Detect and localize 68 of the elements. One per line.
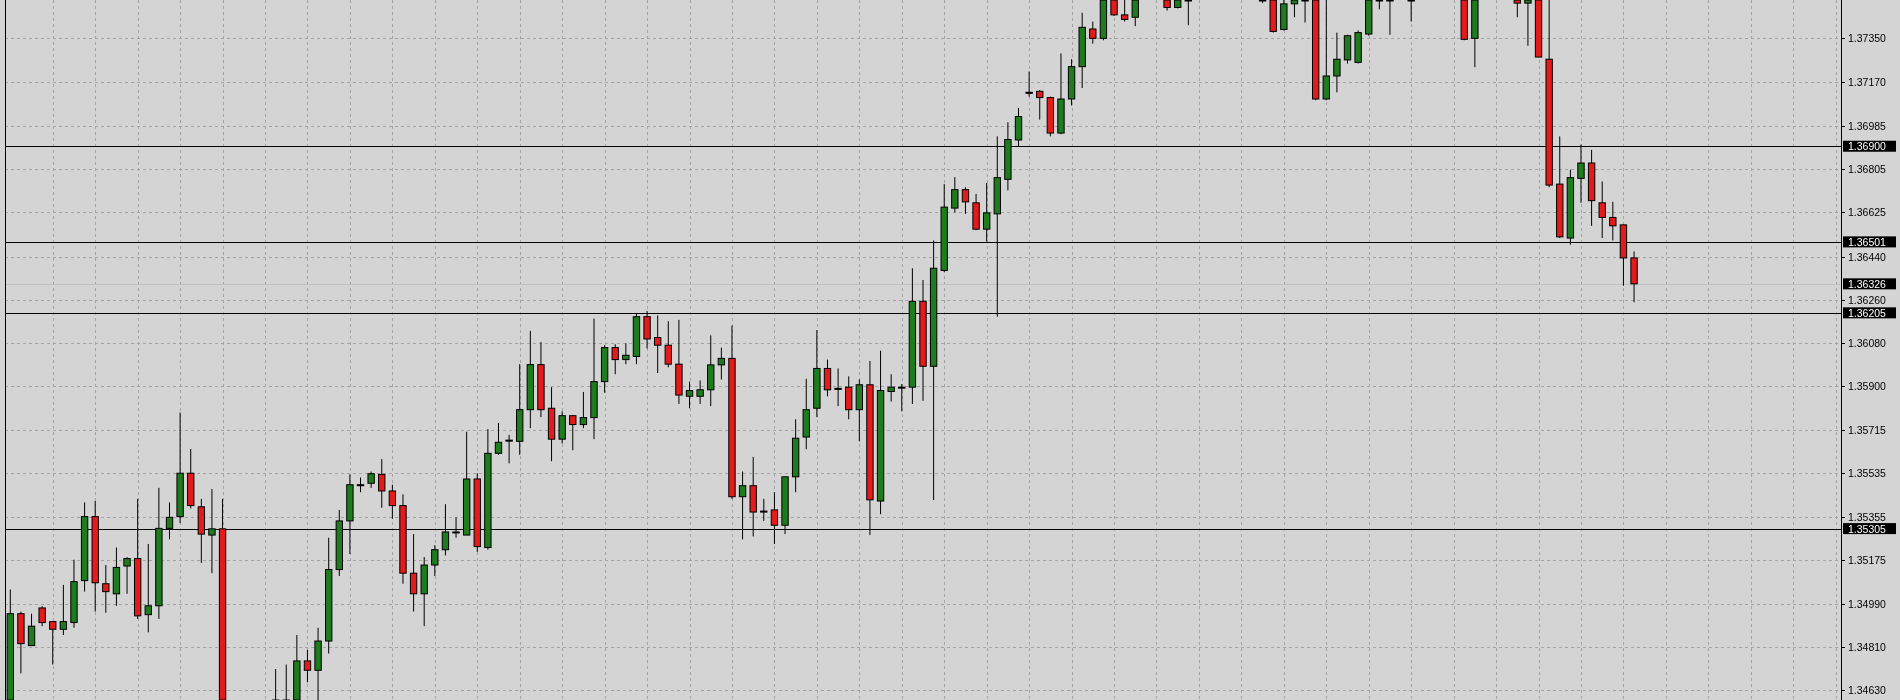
candlestick — [951, 176, 959, 213]
candlestick — [1322, 0, 1330, 101]
candlestick — [1025, 70, 1033, 98]
y-tick-label: 1.35535 — [1848, 467, 1887, 480]
y-tick-label: 1.35355 — [1848, 510, 1887, 523]
candlestick — [123, 556, 131, 595]
candlestick — [1120, 0, 1129, 23]
ref-line-label: 1.36501 — [1848, 235, 1887, 248]
y-tick-label: 1.35175 — [1848, 553, 1887, 566]
candlestick — [1089, 21, 1097, 45]
candlestick — [59, 584, 68, 636]
candlestick — [579, 391, 588, 429]
candlestick — [27, 613, 36, 647]
candlestick — [102, 564, 110, 614]
candlestick — [431, 544, 439, 577]
candlestick — [1036, 89, 1044, 121]
candlestick — [282, 664, 290, 700]
candlestick — [144, 543, 152, 633]
y-tick-label: 1.34810 — [1848, 641, 1887, 654]
y-tick-label: 1.34990 — [1848, 598, 1887, 611]
candlestick — [696, 379, 704, 405]
candlestick — [898, 383, 906, 412]
candlestick — [505, 434, 513, 464]
y-tick-label: 1.35715 — [1848, 424, 1887, 437]
candlestick — [1609, 201, 1617, 241]
candlestick — [1524, 0, 1532, 47]
candlestick — [1184, 0, 1192, 26]
y-tick-label: 1.36260 — [1848, 293, 1887, 306]
candlestick — [409, 533, 418, 613]
candlestick — [388, 484, 397, 520]
candlestick — [1333, 32, 1341, 93]
y-tick-label: 1.36440 — [1848, 250, 1887, 263]
y-tick-label: 1.35900 — [1848, 379, 1887, 392]
candlestick — [622, 342, 630, 365]
candlestick — [961, 186, 970, 215]
candlestick — [494, 422, 503, 456]
candlestick — [378, 458, 386, 509]
y-tick-label: 1.36080 — [1848, 336, 1887, 349]
candlestick — [1301, 0, 1309, 24]
candlestick — [834, 367, 842, 407]
y-tick-label: 1.36985 — [1848, 119, 1887, 132]
candlestick — [1407, 0, 1415, 23]
candlestick — [569, 414, 577, 451]
candlestick — [303, 649, 312, 683]
y-tick-label: 1.34630 — [1848, 684, 1887, 697]
candlestick — [271, 668, 280, 700]
ref-line-label: 1.36900 — [1848, 140, 1887, 153]
candlestick — [845, 375, 853, 420]
candlestick — [1598, 180, 1606, 239]
candlestick — [717, 347, 726, 380]
candlestick — [611, 343, 619, 375]
candlestick — [558, 410, 566, 444]
y-tick-label: 1.36805 — [1848, 163, 1887, 176]
candlestick — [1131, 0, 1139, 27]
candlestick — [1386, 0, 1394, 36]
candlestick — [685, 381, 694, 409]
ref-line-label: 1.36326 — [1848, 277, 1887, 290]
candlestick — [887, 373, 895, 403]
ref-line-label: 1.36205 — [1848, 306, 1887, 319]
candlestick — [38, 605, 46, 627]
candlestick — [664, 320, 672, 368]
candlestick — [760, 498, 768, 522]
candlestick — [823, 359, 832, 397]
candlestick — [49, 621, 57, 666]
y-tick-label: 1.37170 — [1848, 75, 1887, 88]
ref-line-label: 1.35305 — [1848, 522, 1887, 535]
y-tick-label: 1.36625 — [1848, 206, 1887, 219]
y-tick-label: 1.37350 — [1848, 32, 1887, 45]
